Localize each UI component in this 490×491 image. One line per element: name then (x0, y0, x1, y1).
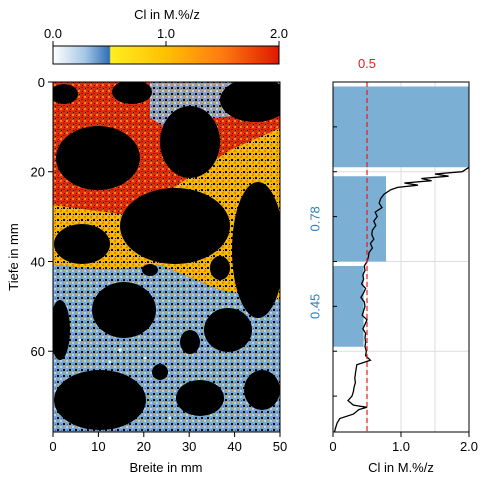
colorbar-tick-label: 1.0 (157, 26, 175, 41)
bar (333, 265, 364, 347)
colorbar-ticks (52, 41, 280, 46)
heatmap-y-label: Tiefe in mm (6, 223, 21, 290)
bar-value-label: 0.45 (307, 294, 322, 319)
colorbar-tick-label: 0.0 (44, 26, 62, 41)
bar-value-label: 0.78 (307, 206, 322, 231)
bright-specks (78, 338, 172, 420)
heatmap-x-tick-label: 50 (273, 439, 287, 454)
aggregate-grains (53, 82, 280, 430)
profile-x-tick-label: 0 (329, 439, 336, 454)
heatmap-frame (52, 81, 281, 433)
heatmap-x-tick-label: 30 (182, 439, 196, 454)
profile-line (333, 166, 469, 432)
colorbar-tick-label: 2.0 (270, 26, 288, 41)
heatmap-x-axis: 0 10 20 30 40 50 (49, 432, 287, 454)
heatmap-x-tick-label: 10 (91, 439, 105, 454)
profile-x-tick-label: 1.0 (392, 439, 410, 454)
threshold-label: 0.5 (358, 56, 376, 71)
heatmap-panel: 0 10 20 30 40 50 0 20 40 60 Breite in mm Tiefe i… (6, 75, 287, 475)
heatmap-y-tick-label: 60 (31, 344, 45, 359)
heatmap-x-tick-label: 0 (49, 439, 56, 454)
heatmap-y-tick-label: 40 (31, 254, 45, 269)
profile-panel: 0.5 0 1.0 2.0 0.78 0.45 Cl in M.%/z (307, 56, 478, 475)
heatmap-x-label: Breite in mm (130, 460, 203, 475)
colorbar: Cl in M.%/z 0.0 1.0 2.0 (44, 7, 288, 65)
heatmap-y-tick-label: 20 (31, 165, 45, 180)
profile-x-label: Cl in M.%/z (368, 460, 434, 475)
colorbar-label: Cl in M.%/z (134, 7, 200, 22)
heatmap-y-tick-label: 0 (38, 75, 45, 90)
profile-bars (333, 86, 469, 347)
profile-x-tick-label: 2.0 (460, 439, 478, 454)
bar (333, 86, 469, 168)
profile-x-axis: 0 1.0 2.0 (329, 126, 478, 454)
heatmap-x-tick-label: 40 (227, 439, 241, 454)
heatmap-y-axis: 0 20 40 60 (31, 75, 53, 359)
bar (333, 176, 387, 262)
heatmap-x-tick-label: 20 (137, 439, 151, 454)
colorbar-gradient (52, 45, 280, 65)
bar-value-labels: 0.78 0.45 (307, 206, 322, 319)
colorbar-tick-labels: 0.0 1.0 2.0 (44, 26, 288, 41)
